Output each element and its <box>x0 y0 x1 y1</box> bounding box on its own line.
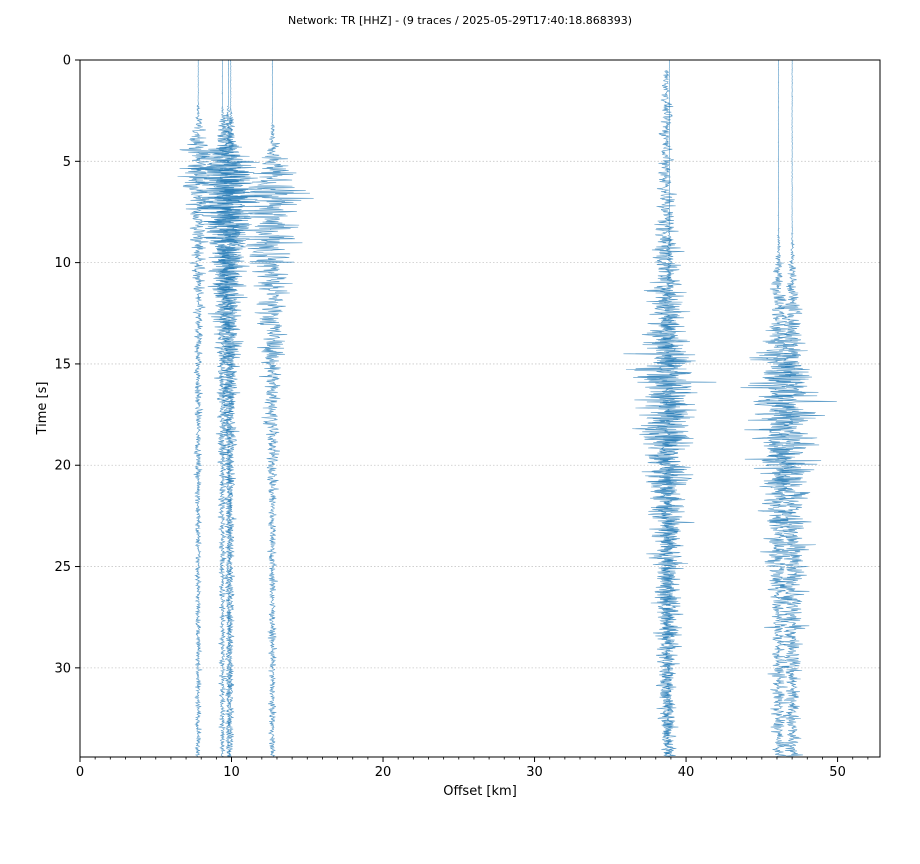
y-tick-label: 15 <box>54 357 71 372</box>
y-tick-label: 30 <box>54 661 71 676</box>
x-tick-label: 0 <box>76 765 84 780</box>
chart-title: Network: TR [HHZ] - (9 traces / 2025-05-… <box>288 14 632 27</box>
y-tick-label: 5 <box>63 155 71 170</box>
x-axis-label: Offset [km] <box>443 784 517 799</box>
trace-4 <box>201 60 260 757</box>
trace-1 <box>177 60 223 757</box>
y-tick-label: 25 <box>54 560 71 575</box>
trace-7 <box>635 60 717 757</box>
trace-5 <box>227 60 314 757</box>
tick-layer: 0 5 10 15 20 25 30 0 10 20 30 40 50 <box>54 54 869 780</box>
trace-layer <box>177 60 837 757</box>
trace-9 <box>758 60 837 757</box>
x-tick-label: 40 <box>678 765 695 780</box>
y-tick-label: 0 <box>63 54 71 69</box>
trace-6 <box>623 69 698 757</box>
y-axis-label: Time [s] <box>35 382 50 436</box>
x-tick-label: 50 <box>829 765 846 780</box>
x-tick-label: 10 <box>223 765 240 780</box>
grid-lines <box>80 160 880 669</box>
y-tick-label: 10 <box>54 256 71 271</box>
x-tick-label: 30 <box>526 765 543 780</box>
plot-frame <box>79 59 881 758</box>
x-tick-label: 20 <box>375 765 392 780</box>
trace-8 <box>740 60 819 757</box>
y-tick-label: 20 <box>54 459 71 474</box>
